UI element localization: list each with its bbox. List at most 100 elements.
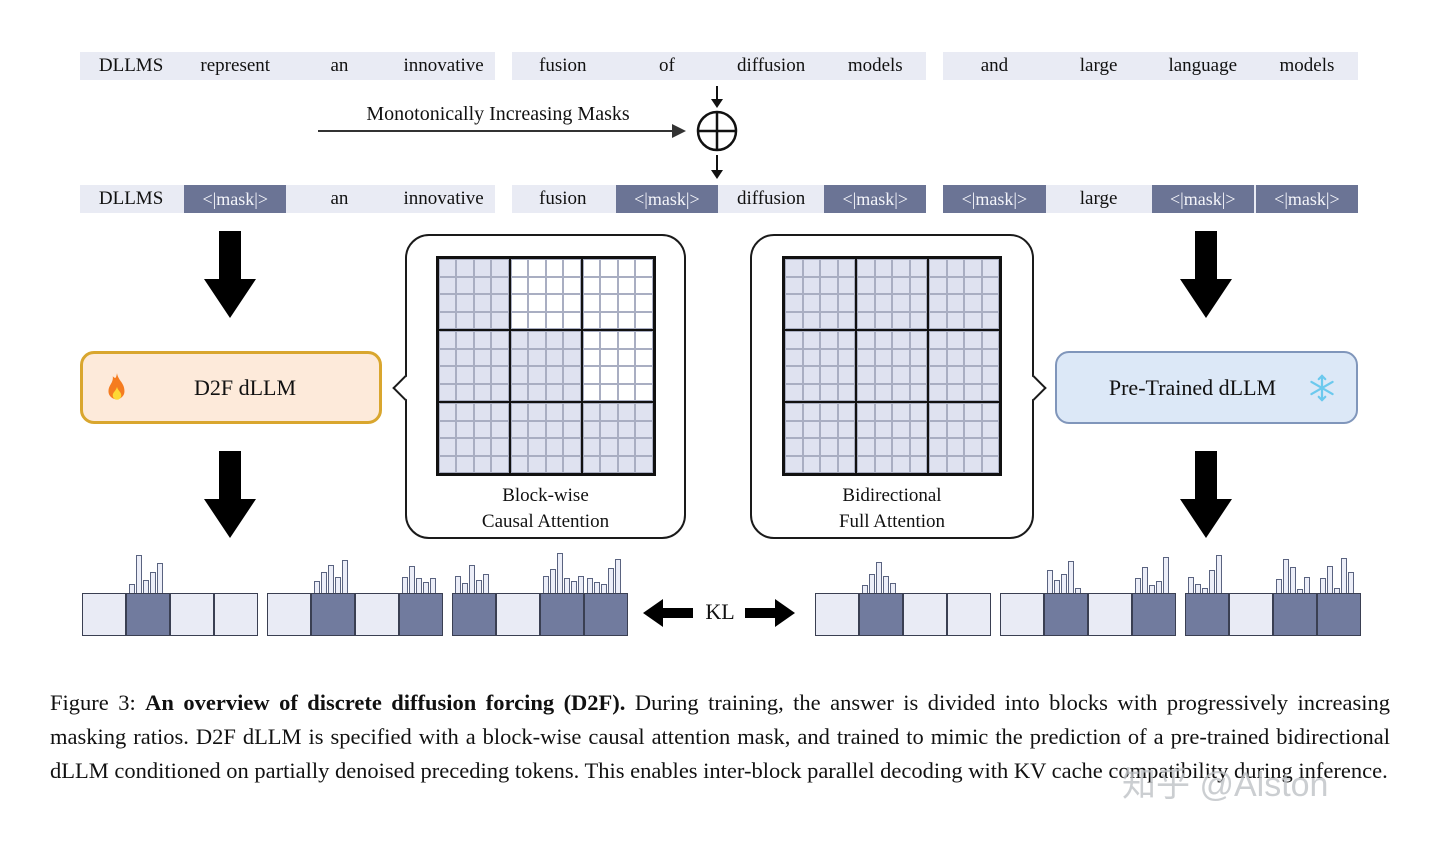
attention-cell <box>510 420 528 438</box>
attention-cell <box>837 383 855 401</box>
output-cell <box>355 593 399 636</box>
token: large <box>1047 52 1150 80</box>
attention-cell <box>600 455 618 473</box>
right-arrow-icon <box>745 599 795 627</box>
attention-cell <box>837 331 855 349</box>
attention-cell <box>491 420 509 438</box>
attention-cell <box>582 331 600 349</box>
histogram-bar <box>455 576 461 593</box>
attention-cell <box>545 331 563 349</box>
attention-cell <box>857 294 875 312</box>
histogram-bar <box>1135 578 1141 593</box>
attention-cell <box>510 383 528 401</box>
attention-cell <box>964 420 982 438</box>
attention-cell <box>981 276 999 294</box>
attention-cell <box>929 294 947 312</box>
attention-cell <box>981 438 999 456</box>
attention-cell <box>964 276 982 294</box>
down-arrow-icon <box>1180 451 1232 538</box>
histogram-bar <box>129 584 135 593</box>
attention-cell <box>929 348 947 366</box>
attention-cell <box>981 420 999 438</box>
attention-cell <box>635 348 653 366</box>
attention-cell <box>582 366 600 384</box>
attention-cell <box>617 311 635 329</box>
attention-cell <box>582 455 600 473</box>
output-cell <box>496 593 540 636</box>
attention-cell <box>892 383 910 401</box>
attention-cell <box>929 438 947 456</box>
down-arrow-icon <box>204 231 256 318</box>
attention-cell <box>491 348 509 366</box>
attention-cell <box>438 331 456 349</box>
token: large <box>1047 185 1150 213</box>
output-cell-slot <box>355 593 399 636</box>
attention-cell <box>438 294 456 312</box>
probability-histogram <box>587 559 621 593</box>
attention-cell <box>545 366 563 384</box>
bidirectional-full-attention-label: Bidirectional Full Attention <box>752 483 1032 535</box>
attention-cell <box>929 455 947 473</box>
output-cell-slot <box>1273 559 1317 636</box>
attention-cell <box>837 455 855 473</box>
attention-cell <box>929 331 947 349</box>
histogram-bar <box>314 581 320 593</box>
attention-cell <box>785 259 803 277</box>
token: of <box>615 52 718 80</box>
attention-cell <box>528 420 546 438</box>
attention-cell <box>785 294 803 312</box>
attention-cell <box>600 383 618 401</box>
attention-cell <box>909 383 927 401</box>
kl-divergence-label: KL <box>705 599 735 624</box>
output-cell-slot <box>815 593 859 636</box>
histogram-bar <box>1054 580 1060 593</box>
attention-cell <box>582 294 600 312</box>
attention-cell <box>857 348 875 366</box>
attention-cell <box>892 331 910 349</box>
masked-output-cell <box>311 593 355 636</box>
output-cell-slot <box>170 593 214 636</box>
probability-histogram <box>314 560 348 593</box>
masked-output-cell <box>399 593 443 636</box>
attention-cell <box>438 383 456 401</box>
attention-cell <box>929 366 947 384</box>
attention-cell <box>946 276 964 294</box>
attention-cell <box>909 438 927 456</box>
output-cell-slot <box>82 593 126 636</box>
attention-cell <box>946 383 964 401</box>
attention-cell <box>456 438 474 456</box>
attention-cell <box>981 348 999 366</box>
histogram-bar <box>1290 567 1296 593</box>
attention-cell <box>545 383 563 401</box>
attention-cell <box>946 311 964 329</box>
histogram-bar <box>883 576 889 593</box>
attention-cell <box>473 259 491 277</box>
output-cell-slot <box>1088 593 1132 636</box>
attention-cell <box>820 259 838 277</box>
attention-cell <box>617 259 635 277</box>
attention-cell <box>563 294 581 312</box>
attention-cell <box>964 294 982 312</box>
histogram-bar <box>150 572 156 593</box>
attention-cell <box>820 438 838 456</box>
attention-block <box>856 330 928 402</box>
attention-cell <box>909 348 927 366</box>
attention-cell <box>892 311 910 329</box>
attention-cell <box>600 311 618 329</box>
output-cell <box>170 593 214 636</box>
attention-cell <box>820 366 838 384</box>
attention-cell <box>874 403 892 421</box>
histogram-bar <box>862 585 868 593</box>
output-cell-slot <box>311 560 355 636</box>
histogram-bar <box>543 576 549 593</box>
attention-cell <box>909 294 927 312</box>
attention-cell <box>582 276 600 294</box>
output-token-block <box>82 555 258 636</box>
token: and <box>943 52 1046 80</box>
down-arrow-icon <box>204 451 256 538</box>
token-block: fusion <|mask|> diffusion <|mask|> <box>511 185 927 213</box>
attention-block <box>784 330 856 402</box>
output-token-block <box>267 560 443 636</box>
attention-cell <box>946 438 964 456</box>
mask-token: <|mask|> <box>615 185 718 213</box>
